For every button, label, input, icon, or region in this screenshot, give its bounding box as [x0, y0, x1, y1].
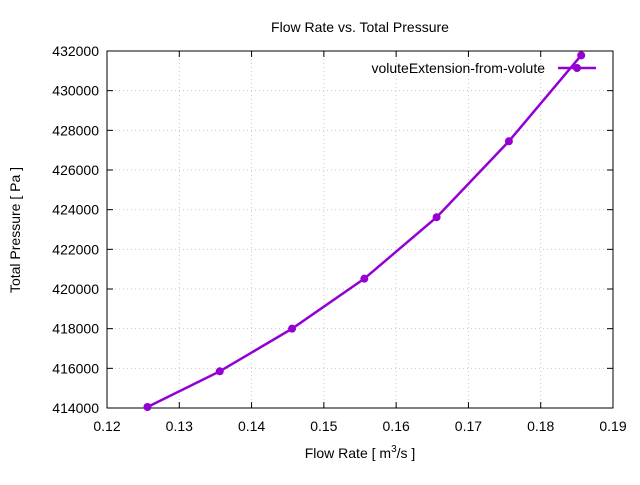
- data-point: [360, 274, 369, 283]
- grid: [107, 51, 613, 408]
- data-point: [432, 213, 441, 222]
- legend-marker: [573, 64, 581, 72]
- x-tick-label: 0.14: [238, 418, 265, 434]
- data-point: [504, 137, 513, 146]
- x-tick-label: 0.15: [310, 418, 337, 434]
- x-tick-label: 0.19: [599, 418, 626, 434]
- y-tick-label: 416000: [52, 360, 99, 376]
- y-tick-label: 424000: [52, 202, 99, 218]
- plot-border: [106, 50, 614, 409]
- legend: voluteExtension-from-volute: [371, 60, 596, 76]
- axis-ticks: 0.12 0.13 0.14 0.15 0.16 0.17 0.18 0.19 414000 41…: [52, 43, 627, 434]
- y-tick-label: 428000: [52, 122, 99, 138]
- y-axis-label: Total Pressure [ Pa ]: [7, 167, 23, 293]
- y-tick-label: 420000: [52, 281, 99, 297]
- data-point: [577, 51, 586, 60]
- y-tick-label: 418000: [52, 321, 99, 337]
- x-tick-label: 0.18: [527, 418, 554, 434]
- x-axis-label: Flow Rate [ m3/s ]: [305, 444, 416, 461]
- x-tick-label: 0.12: [93, 418, 120, 434]
- y-tick-label: 430000: [52, 83, 99, 99]
- x-tick-label: 0.16: [383, 418, 410, 434]
- chart-title: Flow Rate vs. Total Pressure: [271, 19, 449, 35]
- series-line: [146, 54, 583, 409]
- y-tick-label: 414000: [52, 400, 99, 416]
- data-point: [215, 367, 224, 376]
- y-tick-label: 426000: [52, 162, 99, 178]
- series: [143, 51, 586, 412]
- data-point: [143, 403, 152, 412]
- y-tick-label: 432000: [52, 43, 99, 59]
- data-point: [288, 324, 297, 333]
- x-tick-label: 0.17: [455, 418, 482, 434]
- y-tick-label: 422000: [52, 241, 99, 257]
- x-tick-label: 0.13: [166, 418, 193, 434]
- legend-label: voluteExtension-from-volute: [371, 60, 545, 76]
